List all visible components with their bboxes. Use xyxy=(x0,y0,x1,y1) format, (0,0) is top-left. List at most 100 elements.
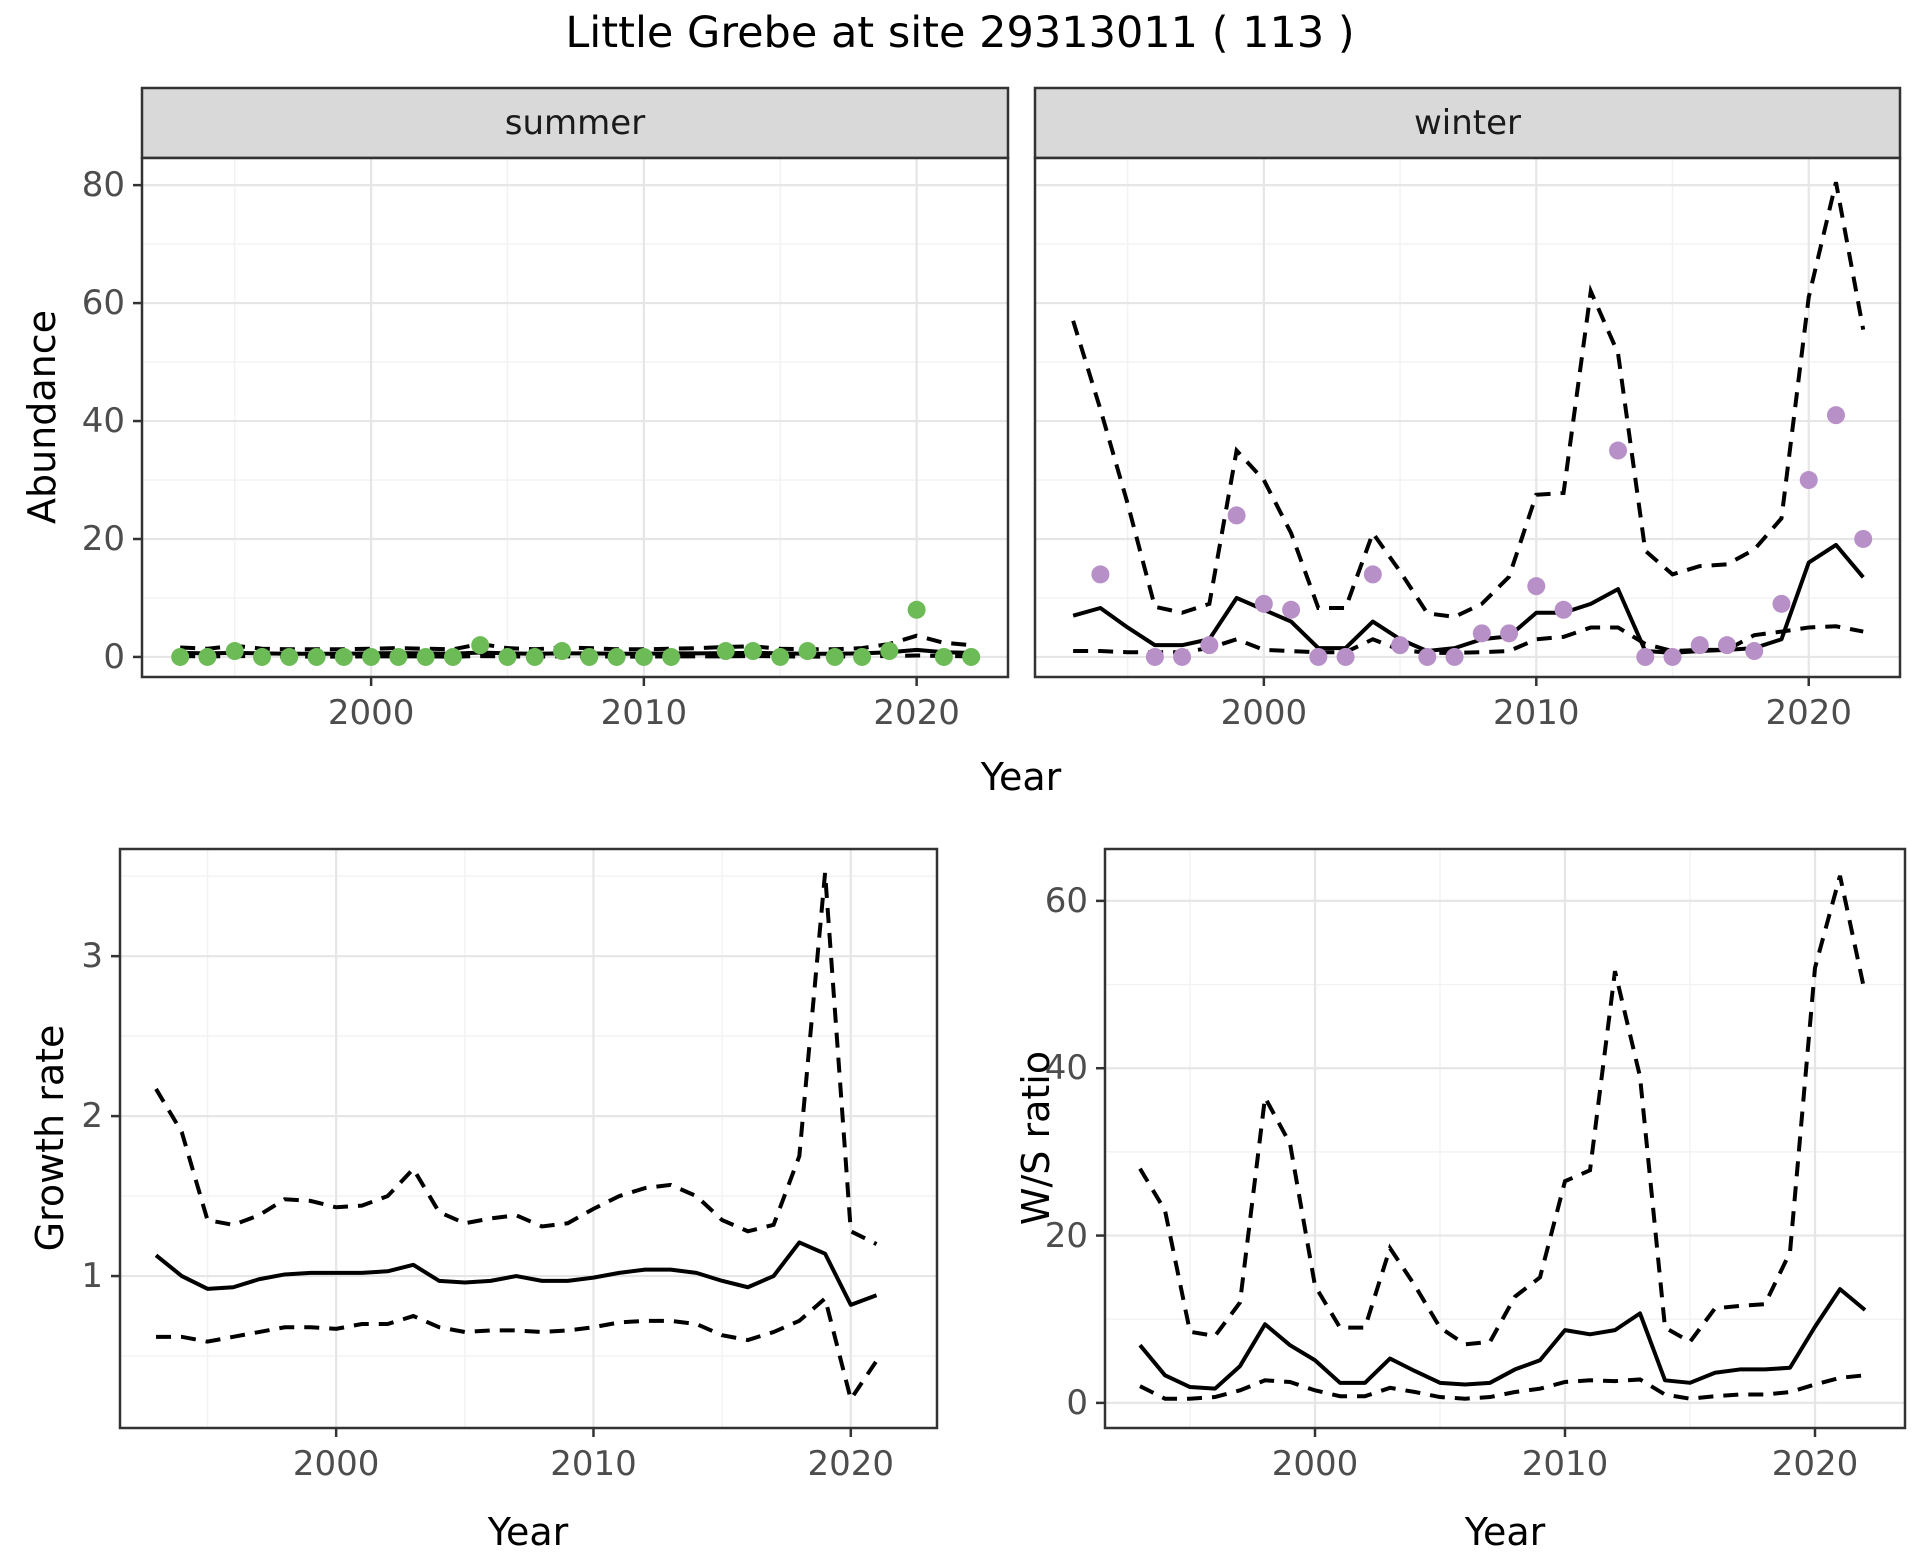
observation-point xyxy=(1799,471,1818,490)
x-tick-label: 2010 xyxy=(550,1444,637,1484)
y-tick-label: 80 xyxy=(81,165,125,206)
x-tick-label: 2010 xyxy=(1521,1444,1609,1484)
x-tick-label: 2000 xyxy=(1271,1444,1359,1484)
observation-point xyxy=(307,647,326,666)
panel-border xyxy=(140,156,1010,679)
x-tick-label: 2020 xyxy=(873,693,960,733)
panel-abundance-summer xyxy=(133,156,1010,686)
panel-background xyxy=(1035,158,1900,677)
fit-line xyxy=(154,1240,878,1307)
observation-point xyxy=(471,636,490,655)
x-tick-label: 2020 xyxy=(807,1444,895,1484)
panel-background xyxy=(120,849,937,1428)
y-tick-label: 0 xyxy=(103,636,125,677)
panel-border xyxy=(118,847,939,1430)
facet-strip-summer: summer xyxy=(504,103,646,143)
observation-point xyxy=(716,642,735,661)
y-tick-label: 1 xyxy=(81,1256,103,1297)
observation-point xyxy=(580,647,599,666)
observation-point xyxy=(634,647,653,666)
observation-point xyxy=(498,647,517,666)
fit-line xyxy=(1138,1287,1867,1391)
observation-point xyxy=(362,647,381,666)
observation-point xyxy=(1091,565,1110,584)
panel-growth-rate xyxy=(111,847,939,1437)
observation-point xyxy=(1554,600,1573,619)
observation-point xyxy=(934,647,953,666)
observation-point xyxy=(1527,577,1546,596)
observation-point xyxy=(1282,600,1301,619)
x-tick-label: 2000 xyxy=(327,693,415,733)
ci-upper-line xyxy=(154,872,878,1246)
observation-point xyxy=(1636,647,1655,666)
ci-lower-line xyxy=(156,1294,879,1405)
observation-point xyxy=(1772,594,1791,613)
observation-point xyxy=(198,647,217,666)
observation-point xyxy=(1445,647,1464,666)
panel-border xyxy=(1103,847,1907,1430)
observation-point xyxy=(607,647,626,666)
observation-point xyxy=(1391,636,1410,655)
observation-point xyxy=(962,647,981,666)
observation-point xyxy=(1500,624,1519,643)
y-tick-label: 20 xyxy=(81,518,125,559)
ci-upper-line xyxy=(1071,181,1866,619)
observation-point xyxy=(743,642,762,661)
observation-point xyxy=(171,647,190,666)
observation-point xyxy=(1309,647,1328,666)
x-axis-title-year-bottom-left: Year xyxy=(487,1510,569,1554)
facet-strip-winter: winter xyxy=(1413,103,1522,143)
observation-point xyxy=(1418,647,1437,666)
y-tick-label: 40 xyxy=(81,401,125,442)
observation-point xyxy=(253,647,272,666)
observation-point xyxy=(662,647,681,666)
y-tick-label: 0 xyxy=(1066,1382,1088,1423)
x-axis-title-year-bottom-right: Year xyxy=(1464,1510,1546,1554)
y-axis-title-growth-rate: Growth rate xyxy=(28,1024,72,1252)
y-tick-label: 20 xyxy=(1044,1215,1088,1256)
figure-title: Little Grebe at site 29313011 ( 113 ) xyxy=(565,8,1355,58)
observation-point xyxy=(225,642,244,661)
y-tick-label: 2 xyxy=(81,1096,103,1137)
ci-lower-line xyxy=(1139,1373,1866,1401)
observation-point xyxy=(1663,647,1682,666)
observation-point xyxy=(825,647,844,666)
x-tick-label: 2010 xyxy=(600,693,688,733)
observation-point xyxy=(443,647,462,666)
x-tick-label: 2020 xyxy=(1765,693,1852,733)
observation-point xyxy=(771,647,790,666)
observation-point xyxy=(1363,565,1382,584)
panel-border xyxy=(1033,156,1902,679)
observation-point xyxy=(389,647,408,666)
observation-point xyxy=(1254,594,1273,613)
facet-strip xyxy=(1033,86,1902,160)
observation-point xyxy=(525,647,544,666)
panel-background xyxy=(142,158,1008,677)
observation-point xyxy=(1690,636,1709,655)
facet-strip xyxy=(140,86,1010,160)
y-tick-label: 3 xyxy=(81,936,103,977)
panel-background xyxy=(1105,849,1905,1428)
observation-point xyxy=(1472,624,1491,643)
y-tick-label: 60 xyxy=(81,283,125,324)
x-tick-label: 2010 xyxy=(1493,693,1580,733)
observation-point xyxy=(880,642,899,661)
observation-point xyxy=(1718,636,1736,655)
observation-point xyxy=(907,600,926,619)
observation-point xyxy=(553,642,572,661)
observation-point xyxy=(1200,636,1219,655)
observation-point xyxy=(1173,647,1192,666)
observation-point xyxy=(1854,529,1873,548)
x-axis-title-year-top: Year xyxy=(980,755,1062,799)
observation-point xyxy=(1336,647,1355,666)
y-tick-label: 60 xyxy=(1044,880,1088,921)
observation-point xyxy=(1826,406,1845,425)
observation-point xyxy=(1227,506,1246,525)
observation-point xyxy=(853,647,872,666)
x-tick-label: 2000 xyxy=(292,1444,380,1484)
ci-upper-line xyxy=(1138,875,1867,1347)
observation-point xyxy=(1609,441,1628,460)
panel-ws-ratio xyxy=(1096,847,1907,1437)
